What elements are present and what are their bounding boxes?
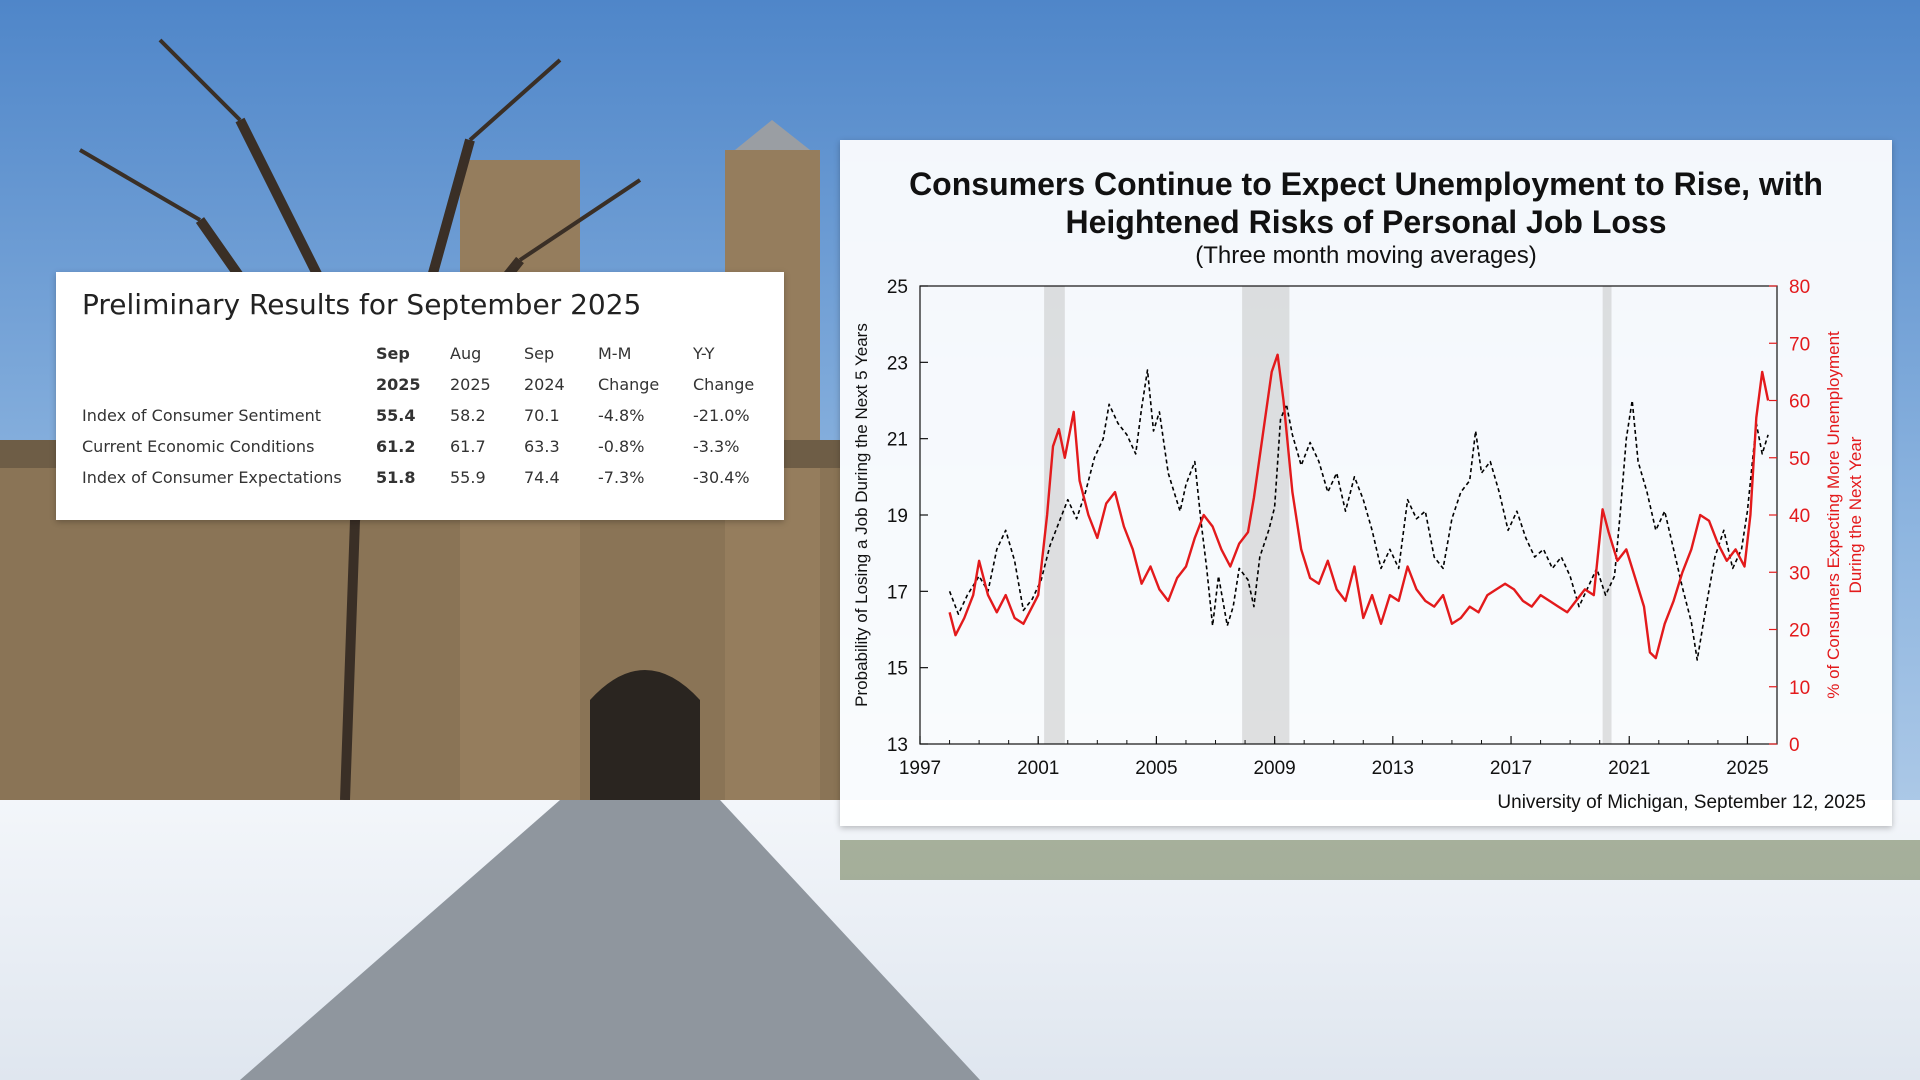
x-tick-label: 2005 — [1135, 758, 1177, 779]
table-cell: -7.3% — [598, 468, 645, 487]
y-right-tick-label: 50 — [1789, 449, 1810, 470]
table-cell: 55.9 — [450, 468, 486, 487]
table-header-cell: Sep — [376, 344, 410, 363]
y-left-tick-label: 13 — [887, 735, 908, 756]
table-header-cell: Aug — [450, 344, 482, 363]
table-cell: 70.1 — [524, 406, 560, 425]
x-tick-label: 2021 — [1608, 758, 1650, 779]
chart-title-line1: Consumers Continue to Expect Unemploymen… — [909, 166, 1823, 202]
x-tick-label: 2017 — [1490, 758, 1532, 779]
results-table: Sep Aug Sep M-M Y-Y 2025 2025 2024 Chang… — [82, 338, 773, 493]
y-left-tick-label: 19 — [887, 506, 908, 527]
chart-subtitle: (Three month moving averages) — [1195, 242, 1537, 269]
table-cell: 58.2 — [450, 406, 486, 425]
table-header-row: 2025 2025 2024 Change Change — [82, 369, 773, 400]
table-header-row: Sep Aug Sep M-M Y-Y — [82, 338, 773, 369]
chart-panel: Consumers Continue to Expect Unemploymen… — [840, 140, 1892, 826]
table-cell: 61.2 — [376, 437, 416, 456]
table-header-cell: M-M — [598, 344, 632, 363]
y-right-tick-label: 20 — [1789, 621, 1810, 642]
table-cell: -30.4% — [693, 468, 750, 487]
table-header-cell: Y-Y — [693, 344, 715, 363]
chart-source: University of Michigan, September 12, 20… — [1497, 792, 1866, 813]
results-title: Preliminary Results for September 2025 — [82, 288, 642, 321]
table-cell: -3.3% — [693, 437, 740, 456]
table-header-cell: 2024 — [524, 375, 565, 394]
recession-band — [1602, 286, 1612, 744]
y-left-axis-label: Probability of Losing a Job During the N… — [852, 323, 871, 707]
y-left-tick-label: 15 — [887, 659, 908, 680]
table-row: Index of Consumer Expectations 51.8 55.9… — [82, 462, 773, 493]
x-tick-label: 2001 — [1017, 758, 1059, 779]
table-header-cell: 2025 — [376, 375, 421, 394]
table-header-cell: Sep — [524, 344, 555, 363]
y-right-axis-label: % of Consumers Expecting More Unemployme… — [1824, 331, 1843, 699]
table-row: Index of Consumer Sentiment 55.4 58.2 70… — [82, 400, 773, 431]
recession-band — [1044, 286, 1065, 744]
x-tick-label: 2025 — [1726, 758, 1768, 779]
series-line-job-loss-probability — [948, 369, 1769, 661]
x-tick-label: 2009 — [1253, 758, 1295, 779]
y-right-tick-label: 30 — [1789, 563, 1810, 584]
y-right-tick-label: 70 — [1789, 334, 1810, 355]
y-left-tick-label: 25 — [887, 277, 908, 298]
walkway — [240, 800, 980, 1080]
table-header-cell — [82, 338, 376, 369]
table-header-cell — [82, 369, 376, 400]
table-cell: -4.8% — [598, 406, 645, 425]
x-tick-label: 2013 — [1372, 758, 1414, 779]
series-line-expect-more-unemployment — [948, 353, 1770, 660]
row-label: Index of Consumer Sentiment — [82, 406, 322, 425]
y-left-tick-label: 17 — [887, 582, 908, 603]
table-cell: -0.8% — [598, 437, 645, 456]
results-panel: Preliminary Results for September 2025 S… — [56, 272, 784, 520]
y-right-tick-label: 10 — [1789, 678, 1810, 699]
y-left-tick-label: 23 — [887, 353, 908, 374]
y-right-tick-label: 60 — [1789, 392, 1810, 413]
table-header-cell: Change — [693, 375, 755, 394]
row-label: Current Economic Conditions — [82, 437, 315, 456]
y-left-tick-label: 21 — [887, 430, 908, 451]
x-tick-label: 1997 — [899, 758, 941, 779]
table-cell: -21.0% — [693, 406, 750, 425]
y-right-axis-label: During the Next Year — [1846, 436, 1865, 593]
table-cell: 55.4 — [376, 406, 416, 425]
recession-band — [1242, 286, 1290, 744]
table-header-cell: Change — [598, 375, 660, 394]
row-label: Index of Consumer Expectations — [82, 468, 342, 487]
chart-title-line2: Heightened Risks of Personal Job Loss — [1065, 204, 1667, 240]
table-row: Current Economic Conditions 61.2 61.7 63… — [82, 431, 773, 462]
y-right-tick-label: 0 — [1789, 735, 1800, 756]
line-chart: 1997 2001 2005 2009 2013 2017 2021 202513151719… — [852, 277, 1865, 779]
table-cell: 51.8 — [376, 468, 416, 487]
table-cell: 74.4 — [524, 468, 560, 487]
y-right-tick-label: 40 — [1789, 506, 1810, 527]
table-cell: 63.3 — [524, 437, 560, 456]
table-cell: 61.7 — [450, 437, 486, 456]
table-header-cell: 2025 — [450, 375, 491, 394]
y-right-tick-label: 80 — [1789, 277, 1810, 298]
